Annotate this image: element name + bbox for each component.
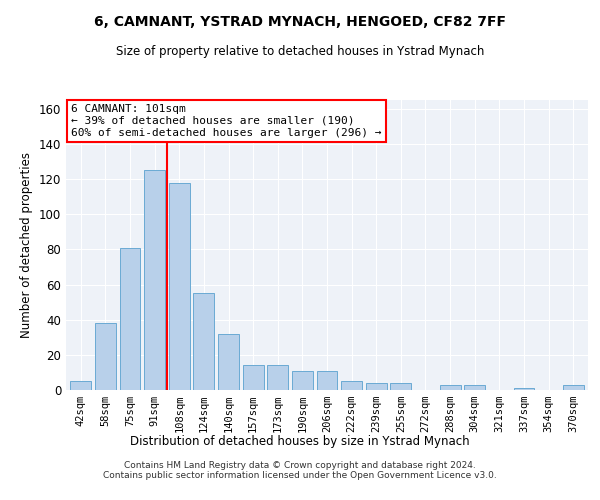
Text: 6 CAMNANT: 101sqm
← 39% of detached houses are smaller (190)
60% of semi-detache: 6 CAMNANT: 101sqm ← 39% of detached hous… xyxy=(71,104,382,138)
Y-axis label: Number of detached properties: Number of detached properties xyxy=(20,152,33,338)
Bar xyxy=(563,384,584,390)
Bar xyxy=(440,384,461,390)
Bar xyxy=(292,370,313,390)
Text: Size of property relative to detached houses in Ystrad Mynach: Size of property relative to detached ho… xyxy=(116,45,484,58)
Text: 6, CAMNANT, YSTRAD MYNACH, HENGOED, CF82 7FF: 6, CAMNANT, YSTRAD MYNACH, HENGOED, CF82… xyxy=(94,15,506,29)
Bar xyxy=(193,294,214,390)
Bar xyxy=(391,383,412,390)
Bar xyxy=(341,381,362,390)
Bar xyxy=(144,170,165,390)
Bar xyxy=(514,388,535,390)
Bar xyxy=(169,182,190,390)
Bar xyxy=(218,334,239,390)
Bar xyxy=(242,366,263,390)
Bar xyxy=(464,384,485,390)
Text: Contains HM Land Registry data © Crown copyright and database right 2024.
Contai: Contains HM Land Registry data © Crown c… xyxy=(103,460,497,480)
Bar xyxy=(70,381,91,390)
Bar xyxy=(95,323,116,390)
Bar xyxy=(267,366,288,390)
Bar xyxy=(119,248,140,390)
Bar xyxy=(366,383,387,390)
Bar xyxy=(317,370,337,390)
Text: Distribution of detached houses by size in Ystrad Mynach: Distribution of detached houses by size … xyxy=(130,435,470,448)
